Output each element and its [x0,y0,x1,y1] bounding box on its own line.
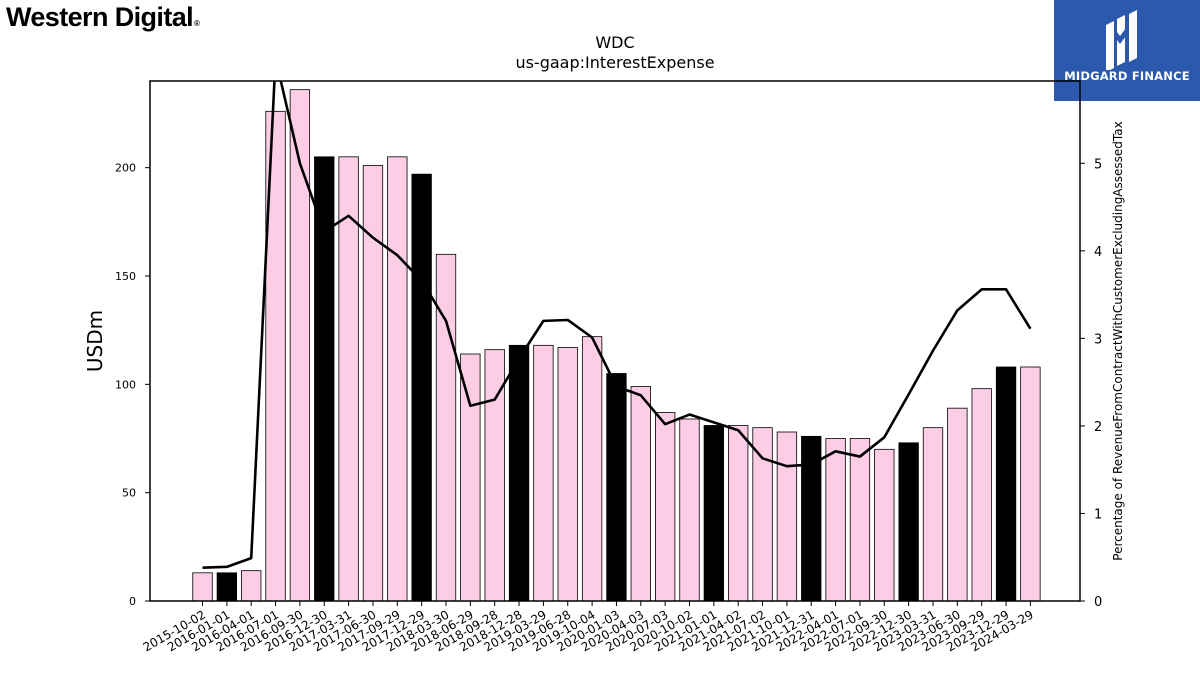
bar [874,448,895,602]
bar [606,373,627,602]
y-tick-label: 50 [122,487,136,500]
y-axis-left: 0 50 100 150 200 [115,162,150,608]
y2-tick-label: 5 [1094,157,1102,172]
bar [922,427,944,602]
y-tick-label: 200 [115,162,136,175]
bar [849,438,871,602]
bar [508,344,530,602]
y2-tick-label: 1 [1094,507,1102,522]
y-tick-label: 150 [115,270,136,283]
bar [216,572,238,602]
bar [411,173,432,602]
bar [460,353,481,602]
bar [898,442,919,602]
plot-frame [149,80,1081,602]
bar [1020,366,1041,602]
x-axis: 2015-10-022016-01-012016-04-012016-07-01… [141,601,1036,654]
y2-tick-label: 3 [1094,332,1102,347]
bar-series [192,89,1041,602]
y-tick-label: 100 [115,378,136,391]
bar [581,336,603,602]
bar [435,253,457,602]
midgard-m-icon [1106,10,1137,70]
bar [728,425,749,602]
y2-tick-label: 0 [1094,595,1102,610]
y2-tick-label: 2 [1094,420,1102,435]
line-series [202,81,1032,570]
y-axis-label: USDm [83,310,107,372]
y-axis-right: 0 1 2 3 4 5 [1080,157,1102,610]
y-tick-label: 0 [129,595,136,608]
bar [557,347,578,602]
y2-tick-label: 4 [1094,245,1102,260]
bar [387,156,408,602]
chart-subtitle: us-gaap:InterestExpense [515,53,714,72]
line-path [202,81,1032,570]
bar [630,386,651,602]
bar [192,572,213,602]
midgard-finance-text: MIDGARD FINANCE [1064,69,1190,83]
bar [995,366,1017,602]
midgard-finance-logo: MIDGARD FINANCE [1054,0,1200,101]
bar [947,407,968,602]
bar [703,425,724,602]
bar [655,412,676,602]
bar [314,156,335,602]
bar [776,431,798,602]
y2-axis-label: Percentage of RevenueFromContractWithCus… [1111,121,1125,560]
chart-title: WDC [595,33,634,52]
bar [971,388,992,602]
bar [679,418,700,602]
bar [752,427,773,602]
bar [533,344,554,602]
bar [825,438,846,602]
bar [241,570,262,602]
western-digital-logo: Western Digital® [6,2,200,32]
